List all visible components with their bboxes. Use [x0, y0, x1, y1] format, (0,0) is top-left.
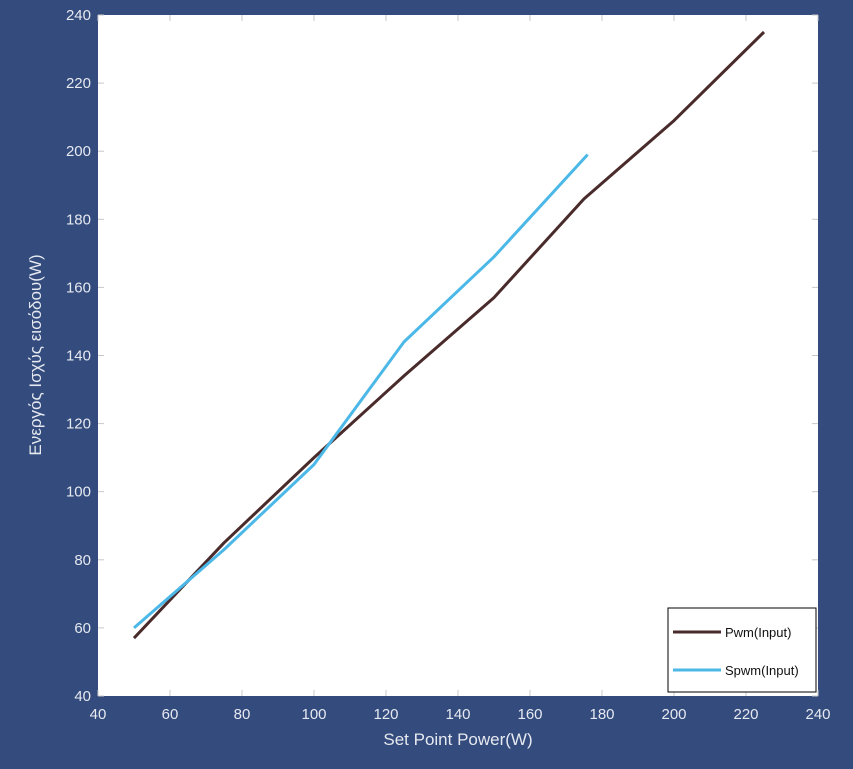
y-tick-label: 120 [66, 416, 91, 433]
x-tick-label: 240 [805, 706, 830, 723]
x-tick-label: 120 [373, 706, 398, 723]
x-tick-label: 60 [162, 706, 179, 723]
y-tick-label: 40 [74, 688, 91, 705]
x-tick-label: 160 [517, 706, 542, 723]
y-tick-label: 60 [74, 620, 91, 637]
ticks: 40 60 80 100 120 140 160 180 200 220 240 40 60 80 100 1… [66, 7, 831, 723]
x-axis-label: Set Point Power(W) [383, 730, 532, 749]
series-line-spwm-input [133, 153, 589, 630]
y-tick-label: 240 [66, 7, 91, 24]
series-line-pwm-input [132, 30, 766, 640]
y-tick-label: 200 [66, 143, 91, 160]
y-tick-label: 100 [66, 484, 91, 501]
y-axis-label: Ενεργός Ισχύς εισόδου(W) [26, 254, 45, 455]
series-layer [132, 30, 766, 640]
x-tick-label: 40 [90, 706, 107, 723]
y-tick-label: 160 [66, 279, 91, 296]
legend-label-spwm: Spwm(Input) [725, 663, 799, 678]
x-tick-label: 100 [301, 706, 326, 723]
x-tick-label: 140 [445, 706, 470, 723]
x-tick-label: 180 [589, 706, 614, 723]
y-tick-label: 220 [66, 75, 91, 92]
x-tick-label: 80 [234, 706, 251, 723]
x-tick-label: 220 [733, 706, 758, 723]
legend: Pwm(Input) Spwm(Input) [667, 607, 817, 693]
plot-area [98, 15, 818, 696]
y-tick-label: 80 [74, 552, 91, 569]
y-tick-label: 140 [66, 348, 91, 365]
x-tick-label: 200 [661, 706, 686, 723]
legend-label-pwm: Pwm(Input) [725, 625, 791, 640]
legend-box [667, 607, 817, 693]
y-tick-label: 180 [66, 211, 91, 228]
